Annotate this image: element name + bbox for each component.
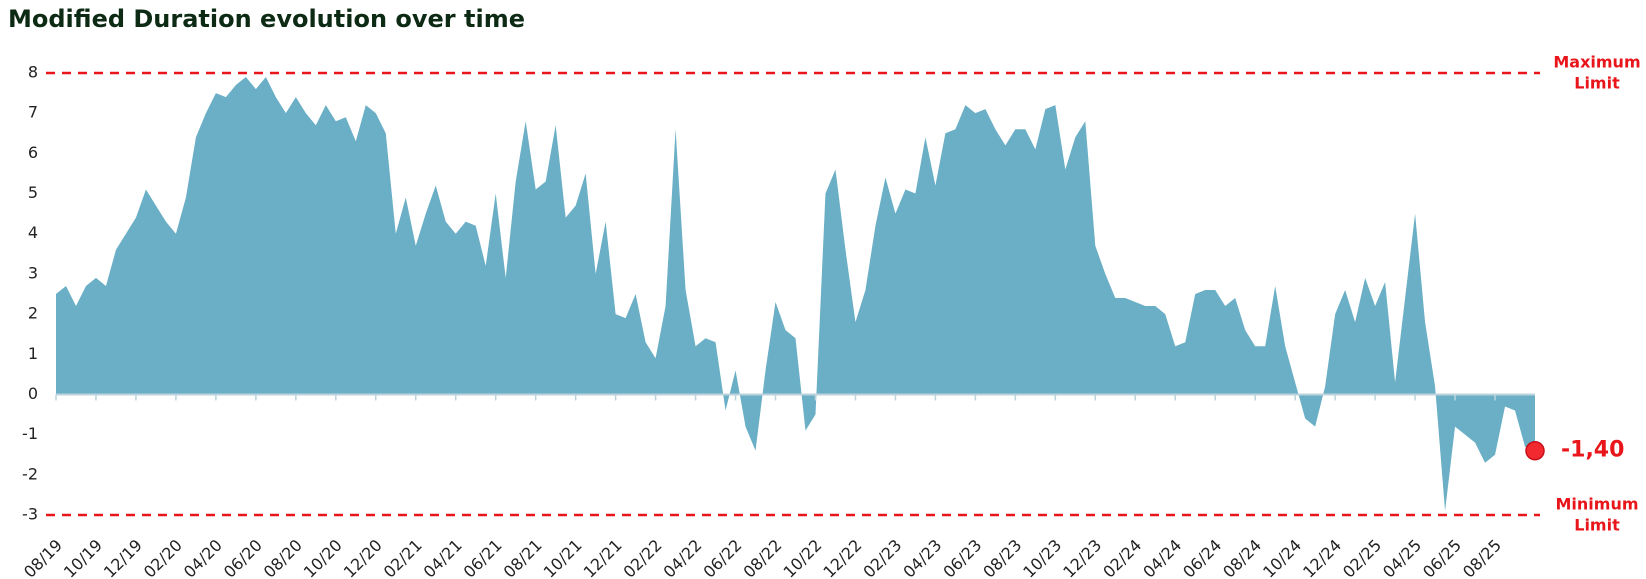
x-tick-label: 12/21 [580,536,626,579]
x-tick-label: 02/25 [1339,536,1385,579]
x-tick-label: 10/21 [540,536,586,579]
x-tick-label: 04/25 [1379,536,1425,579]
x-tick-label: 02/23 [859,536,905,579]
x-tick-label: 02/22 [620,536,666,579]
x-tick-label: 04/23 [899,536,945,579]
y-tick-label: -1 [22,424,38,443]
y-tick-label: 1 [28,344,38,363]
x-tick-label: 04/24 [1139,536,1185,579]
y-tick-label: 5 [28,183,38,202]
x-tick-label: 10/24 [1259,536,1305,579]
x-tick-label: 04/21 [420,536,466,579]
x-tick-label: 08/22 [739,536,785,579]
y-tick-label: 8 [28,63,38,82]
limit-label: Maximum [1553,53,1640,72]
x-tick-label: 02/21 [380,536,426,579]
x-tick-label: 06/21 [460,536,506,579]
y-tick-label: -2 [22,464,38,483]
last-point [1525,440,1545,461]
x-tick-label: 08/24 [1219,536,1265,579]
x-tick-label: 06/24 [1179,536,1225,579]
y-tick-label: 6 [28,143,38,162]
x-tick-label: 10/22 [779,536,825,579]
x-tick-label: 06/25 [1419,536,1465,579]
x-tick-label: 04/22 [660,536,706,579]
x-tick-label: 02/20 [140,536,186,579]
limit-label: Limit [1574,516,1620,535]
y-tick-label: 7 [28,103,38,122]
x-tick-label: 10/23 [1019,536,1065,579]
y-tick-label: -3 [22,505,38,524]
chart-title: Modified Duration evolution over time [8,5,525,33]
x-tick-label: 12/24 [1299,536,1345,579]
x-tick-label: 12/19 [100,536,146,579]
x-tick-label: 02/24 [1099,536,1145,579]
x-tick-label: 04/20 [180,536,226,579]
x-tick-label: 08/23 [979,536,1025,579]
value-label: -1,40 [1561,438,1624,463]
x-tick-label: 08/20 [260,536,306,579]
x-tick-label: 06/20 [220,536,266,579]
area [56,77,1535,511]
x-tick-label: 12/22 [819,536,865,579]
x-tick-label: 06/22 [700,536,746,579]
limit-label: Limit [1574,74,1620,93]
limit-label: Minimum [1555,495,1638,514]
x-tick-label: 10/20 [300,536,346,579]
x-tick-label: 12/23 [1059,536,1105,579]
y-tick-label: 4 [28,223,38,242]
x-tick-label: 08/25 [1459,536,1505,579]
x-tick-label: 06/23 [939,536,985,579]
x-tick-label: 10/19 [60,536,106,579]
x-tick-label: 12/20 [340,536,386,579]
y-tick-label: 2 [28,304,38,323]
x-tick-label: 08/21 [500,536,546,579]
y-tick-label: 3 [28,263,38,282]
x-tick-label: 08/19 [20,536,66,579]
y-tick-label: 0 [28,384,38,403]
